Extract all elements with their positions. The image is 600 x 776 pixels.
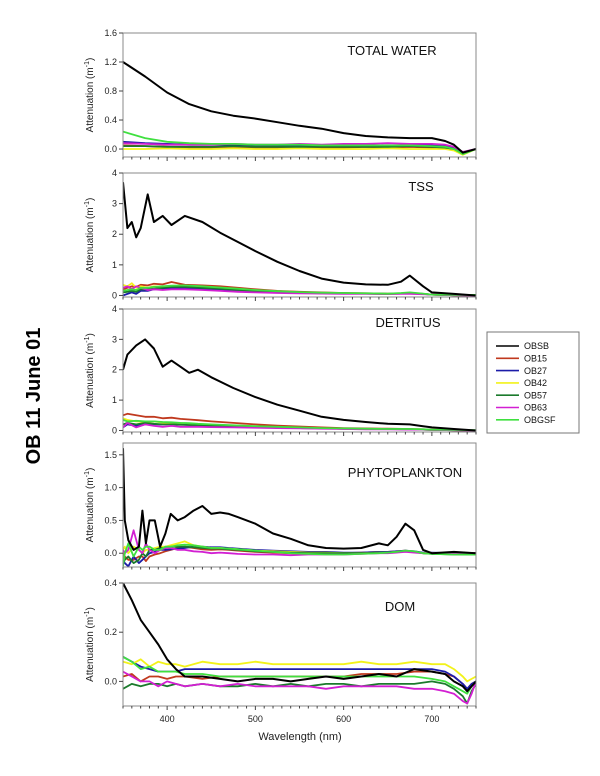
series-line-ob63: [123, 670, 476, 705]
x-tick-label: 600: [336, 714, 351, 724]
y-tick-label: 0.4: [104, 578, 117, 588]
series-line-ob57: [123, 680, 476, 705]
series-line-obsb: [123, 61, 476, 154]
legend-entry-obgsf: OBGSF: [496, 415, 556, 425]
series-line-ob42: [123, 658, 476, 683]
legend-entry-obsb: OBSB: [496, 341, 549, 351]
y-tick-label: 0.8: [104, 86, 117, 96]
series-group: [123, 583, 476, 705]
y-tick-label: 4: [112, 304, 117, 314]
legend-label: OB27: [524, 366, 547, 376]
x-tick-label: 400: [160, 714, 175, 724]
y-tick-label: 2: [112, 229, 117, 239]
y-tick-label: 0.2: [104, 627, 117, 637]
y-tick-label: 1.2: [104, 57, 117, 67]
series-group: [123, 448, 476, 567]
y-tick-label: 4: [112, 168, 117, 178]
legend-label: OBGSF: [524, 415, 556, 425]
y-tick-label: 1.6: [104, 28, 117, 38]
legend-label: OB63: [524, 403, 547, 413]
y-tick-label: 1: [112, 260, 117, 270]
y-tick-label: 1.0: [104, 483, 117, 493]
legend: OBSB OB15 OB27 OB42 OB57 OB63 OBGSF: [486, 331, 580, 434]
series-line-obsb: [123, 448, 476, 555]
legend-label: OB15: [524, 354, 547, 364]
series-line-obgsf: [123, 130, 476, 156]
series-line-obgsf: [123, 542, 476, 567]
x-axis-label: Wavelength (nm): [258, 731, 341, 743]
y-tick-label: 1: [112, 395, 117, 405]
panel-tss: 0 1 2 3 4 Attenuation (m-1) TSS: [84, 168, 477, 301]
y-tick-label: 0.0: [104, 548, 117, 558]
y-tick-label: 1.5: [104, 450, 117, 460]
series-line-obsb: [123, 583, 476, 693]
y-axis-label: Attenuation (m-1): [84, 607, 96, 682]
y-axis-label: Attenuation (m-1): [84, 468, 96, 543]
y-tick-label: 0.0: [104, 144, 117, 154]
panel-detritus: 0 1 2 3 4 Attenuation (m-1) DETRITUS: [84, 304, 477, 436]
figure-title: OB 11 June 01: [23, 328, 45, 465]
series-line-obgsf: [123, 284, 476, 296]
y-tick-label: 0.0: [104, 676, 117, 686]
legend-entry-ob27: OB27: [496, 366, 547, 376]
series-line-ob42: [123, 147, 476, 156]
y-axis-label: Attenuation (m-1): [84, 198, 96, 273]
panels-layer: 0.0 0.4 0.8 1.2 1.6 Attenuation (m-1) TOTAL WA…: [84, 28, 477, 724]
y-tick-label: 0: [112, 425, 117, 435]
legend-label: OB57: [524, 390, 547, 400]
y-tick-label: 0.4: [104, 115, 117, 125]
legend-entry-ob63: OB63: [496, 403, 547, 413]
y-tick-label: 0.5: [104, 515, 117, 525]
panel-title: TOTAL WATER: [347, 43, 436, 58]
panel-title: PHYTOPLANKTON: [348, 465, 462, 480]
panel-title: TSS: [408, 179, 434, 194]
x-tick-label: 500: [248, 714, 263, 724]
panel-total-water: 0.0 0.4 0.8 1.2 1.6 Attenuation (m-1) TOTAL WA…: [84, 28, 477, 161]
series-line-obsb: [123, 338, 476, 432]
panel-phytoplankton: 0.0 0.5 1.0 1.5 Attenuation (m-1) PHYTOPLANKT…: [84, 442, 477, 571]
x-tick-label: 700: [424, 714, 439, 724]
y-axis-label: Attenuation (m-1): [84, 333, 96, 408]
series-line-obsb: [123, 182, 476, 297]
series-group: [123, 338, 476, 432]
legend-entry-ob42: OB42: [496, 378, 547, 388]
legend-label: OBSB: [524, 341, 549, 351]
series-line-obgsf: [123, 419, 476, 432]
y-axis-label: Attenuation (m-1): [84, 58, 96, 133]
legend-label: OB42: [524, 378, 547, 388]
plot-frame: [122, 582, 477, 707]
series-group: [123, 182, 476, 297]
series-line-obgsf: [123, 656, 476, 695]
y-tick-label: 3: [112, 199, 117, 209]
panel-dom: 0.0 0.2 0.4 Attenuation (m-1) DOM: [84, 578, 477, 710]
panel-title: DOM: [385, 599, 415, 614]
y-tick-label: 0: [112, 290, 117, 300]
series-group: [123, 61, 476, 156]
y-tick-label: 2: [112, 365, 117, 375]
legend-entry-ob15: OB15: [496, 354, 547, 364]
panel-title: DETRITUS: [376, 315, 441, 330]
legend-entry-ob57: OB57: [496, 390, 547, 400]
y-tick-label: 3: [112, 334, 117, 344]
